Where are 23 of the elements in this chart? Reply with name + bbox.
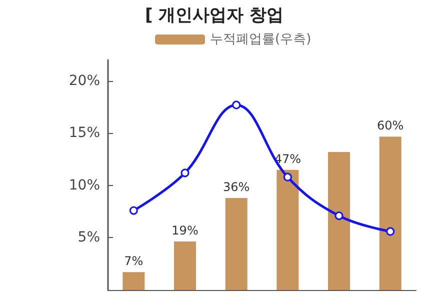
point bbox=[334, 212, 344, 220]
bar bbox=[174, 241, 196, 290]
y-tick-label: 20% bbox=[68, 72, 100, 89]
point bbox=[180, 168, 190, 178]
y-tick-label: 10% bbox=[68, 177, 100, 194]
point bbox=[283, 172, 292, 182]
data-label: 7% bbox=[124, 254, 144, 268]
point bbox=[129, 206, 138, 215]
bar bbox=[328, 152, 350, 290]
bar bbox=[225, 198, 248, 290]
bar bbox=[276, 170, 299, 290]
point bbox=[232, 100, 241, 110]
data-label: 60% bbox=[376, 118, 404, 133]
point bbox=[386, 227, 395, 236]
data-label: 47% bbox=[274, 152, 302, 166]
y-tick-label: 5% bbox=[78, 230, 100, 246]
y-tick-label: 15% bbox=[68, 125, 100, 142]
legend-label: 누적폐업률(우측) bbox=[210, 32, 312, 47]
bar bbox=[122, 272, 145, 290]
chart-title: [ 개인사업자 창업 bbox=[145, 6, 284, 26]
data-label: 19% bbox=[172, 223, 198, 238]
bar bbox=[379, 136, 402, 290]
data-label: 36% bbox=[222, 180, 250, 194]
